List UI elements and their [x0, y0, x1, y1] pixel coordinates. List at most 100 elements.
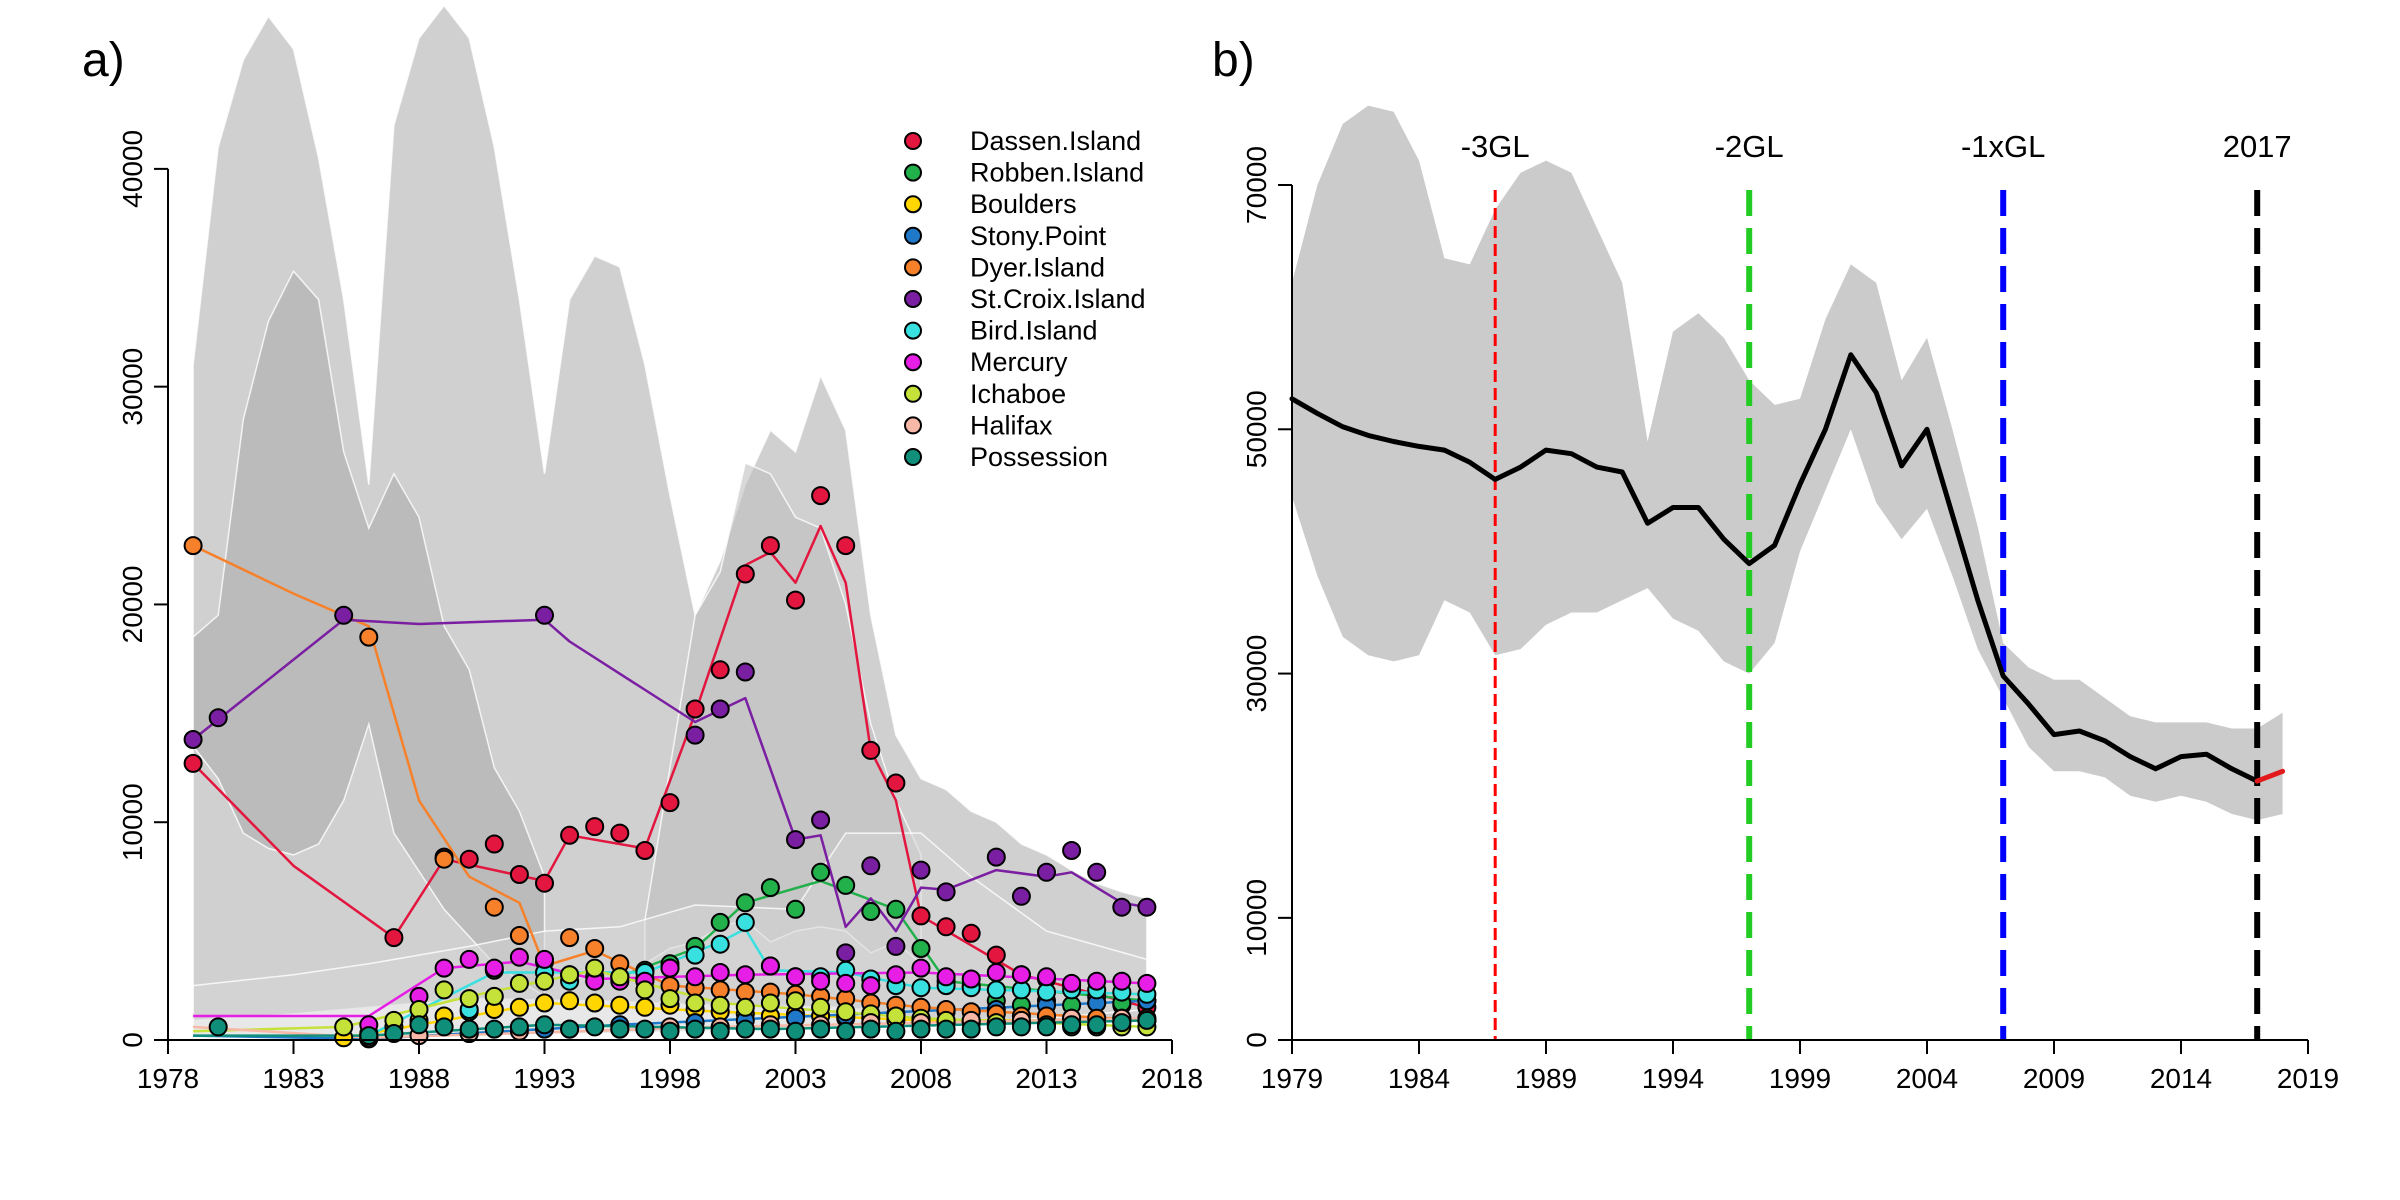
legend-label-bird-island: Bird.Island	[970, 316, 1098, 346]
data-point-mercury	[760, 956, 780, 976]
panel-b-chart: -3GL -2GL -1xGL 2017 1979 1984 1989 1994 1999 20…	[1241, 105, 2339, 1094]
panel-a-legend: Dassen.IslandRobben.IslandBouldersStony.…	[904, 126, 1146, 472]
data-point-mercury	[1011, 965, 1031, 985]
panel-b-reference-lines: -3GL -2GL -1xGL 2017	[1461, 129, 2292, 1040]
data-point-possession	[1112, 1013, 1132, 1033]
data-point-dassen-island	[961, 923, 981, 943]
data-point-robben-island	[710, 912, 730, 932]
legend-marker-mercury	[904, 353, 922, 372]
data-point-st-croix-island	[861, 856, 881, 876]
data-point-ichaboe	[560, 965, 580, 985]
data-point-mercury	[434, 958, 454, 978]
data-point-st-croix-island	[1062, 841, 1082, 860]
data-point-possession	[384, 1024, 404, 1043]
reference-line-label-1xgl: -1xGL	[1961, 129, 2045, 164]
data-point-ichaboe	[484, 986, 504, 1006]
y-tick-label: 30000	[117, 348, 148, 426]
panel-b-label: b)	[1212, 34, 1255, 87]
data-point-st-croix-island	[685, 725, 705, 745]
data-point-dassen-island	[635, 841, 655, 860]
data-point-ichaboe	[786, 991, 805, 1011]
data-point-ichaboe	[434, 980, 454, 1000]
data-point-bird-island	[911, 978, 931, 998]
data-point-possession	[484, 1019, 504, 1039]
data-point-possession	[434, 1017, 454, 1037]
x-tick-label: 1984	[1388, 1063, 1450, 1094]
data-point-possession	[535, 1015, 554, 1035]
x-tick-label: 1988	[388, 1063, 450, 1094]
data-point-dyer-island	[359, 627, 379, 647]
data-point-dassen-island	[735, 564, 755, 584]
data-point-st-croix-island	[1137, 897, 1157, 917]
data-point-dyer-island	[560, 928, 580, 948]
panel-a-chart: 1978 1983 1988 1993 1998 2003 2008 2013 2018 0 100…	[117, 4, 1203, 1094]
x-tick-label: 2013	[1015, 1063, 1077, 1094]
data-point-robben-island	[836, 875, 856, 895]
data-point-possession	[1062, 1015, 1082, 1035]
data-point-dassen-island	[459, 849, 479, 869]
data-point-st-croix-island	[183, 730, 203, 749]
data-point-dyer-island	[509, 926, 529, 945]
data-point-dassen-island	[183, 753, 203, 773]
data-point-mercury	[710, 963, 730, 982]
data-point-st-croix-island	[986, 847, 1006, 867]
x-tick-label: 1994	[1642, 1063, 1704, 1094]
data-point-mercury	[1062, 973, 1082, 993]
data-point-ichaboe	[660, 989, 680, 1009]
data-point-mercury	[484, 958, 504, 978]
legend-label-possession: Possession	[970, 442, 1108, 472]
data-point-mercury	[936, 967, 956, 987]
y-tick-label: 10000	[1241, 879, 1272, 957]
data-point-bird-island	[735, 912, 755, 932]
legend-marker-stony-point	[904, 226, 922, 245]
legend-label-dyer-island: Dyer.Island	[970, 252, 1105, 282]
data-point-possession	[886, 1021, 906, 1041]
data-point-mercury	[735, 965, 755, 985]
data-point-dassen-island	[811, 486, 831, 506]
data-point-boulders	[610, 995, 630, 1015]
data-point-dyer-island	[585, 939, 605, 958]
data-point-ichaboe	[535, 971, 554, 991]
data-point-st-croix-island	[886, 936, 906, 956]
data-point-ichaboe	[836, 1002, 856, 1022]
data-point-mercury	[1137, 973, 1157, 993]
legend-marker-dyer-island	[904, 258, 922, 277]
data-point-st-croix-island	[1011, 886, 1031, 906]
data-point-possession	[509, 1017, 529, 1037]
data-point-st-croix-island	[334, 605, 354, 625]
data-point-possession	[610, 1019, 630, 1039]
data-point-dassen-island	[911, 906, 931, 926]
data-point-st-croix-island	[911, 860, 931, 880]
data-point-ichaboe	[735, 997, 755, 1017]
data-point-ichaboe	[811, 997, 831, 1017]
data-point-st-croix-island	[836, 943, 856, 963]
data-point-dassen-island	[861, 740, 881, 760]
legend-label-mercury: Mercury	[970, 347, 1068, 377]
data-point-mercury	[886, 965, 906, 985]
data-point-possession	[1011, 1017, 1031, 1037]
data-point-dyer-island	[183, 536, 203, 556]
data-point-dassen-island	[384, 928, 404, 948]
x-tick-label: 2014	[2150, 1063, 2212, 1094]
legend-marker-ichaboe	[904, 384, 922, 403]
data-point-bird-island	[685, 945, 705, 965]
data-point-boulders	[509, 997, 529, 1017]
data-point-possession	[961, 1019, 981, 1039]
legend-label-boulders: Boulders	[970, 189, 1077, 219]
reference-line-label-2017: 2017	[2223, 129, 2292, 164]
x-tick-label: 1993	[513, 1063, 575, 1094]
x-tick-label: 2019	[2277, 1063, 2339, 1094]
data-point-bird-island	[986, 980, 1006, 1000]
data-point-ichaboe	[334, 1017, 354, 1037]
data-point-possession	[911, 1019, 931, 1039]
data-point-st-croix-island	[811, 810, 831, 830]
x-tick-label: 2009	[2023, 1063, 2085, 1094]
x-tick-label: 2008	[890, 1063, 952, 1094]
data-point-robben-island	[911, 939, 931, 958]
data-point-possession	[1087, 1015, 1107, 1035]
data-point-boulders	[560, 991, 580, 1011]
data-point-mercury	[1087, 971, 1107, 991]
data-point-mercury	[1037, 967, 1056, 987]
data-point-dassen-island	[585, 817, 605, 837]
